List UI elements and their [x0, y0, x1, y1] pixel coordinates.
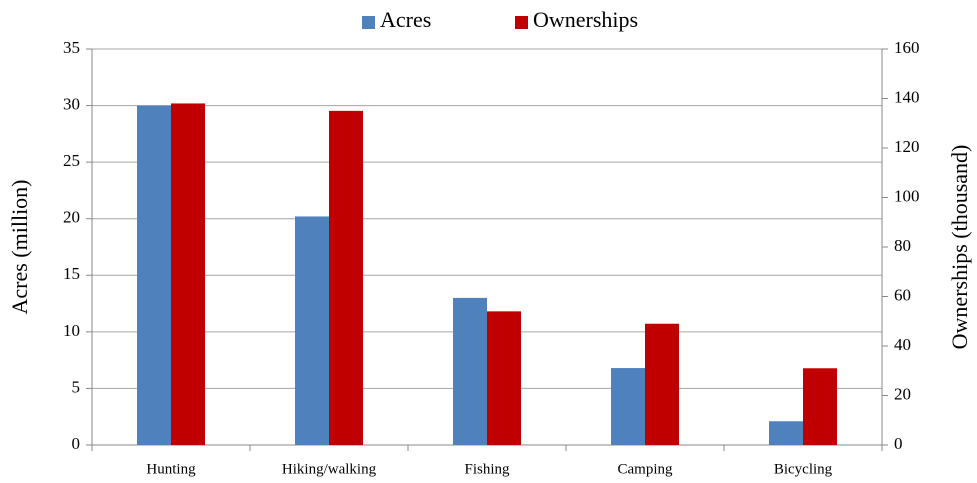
bar	[487, 311, 521, 445]
bar	[769, 421, 803, 445]
bar	[137, 105, 171, 446]
bar	[329, 110, 363, 445]
y-axis-title: Acres (million)	[7, 179, 32, 314]
legend-swatch	[515, 16, 528, 29]
y-tick-label: 25	[63, 151, 80, 170]
y2-tick-label: 40	[894, 335, 911, 354]
bar	[295, 216, 329, 445]
x-tick-label: Bicycling	[774, 461, 833, 477]
x-tick-label: Fishing	[464, 461, 510, 477]
bar	[171, 103, 205, 445]
y-tick-label: 30	[63, 94, 80, 113]
y-tick-label: 5	[72, 377, 81, 396]
y2-tick-label: 100	[894, 186, 920, 205]
y2-tick-label: 140	[894, 87, 920, 106]
y-tick-label: 35	[63, 38, 80, 57]
y-tick-label: 20	[63, 208, 80, 227]
y-tick-label: 15	[63, 264, 80, 283]
x-tick-label: Hunting	[146, 461, 196, 477]
x-tick-label: Hiking/walking	[282, 461, 377, 477]
y2-tick-label: 20	[894, 384, 911, 403]
x-tick-label: Camping	[618, 461, 673, 477]
legend-swatch	[362, 16, 375, 29]
bar	[803, 368, 837, 445]
y2-axis-title: Ownerships (thousand)	[947, 145, 972, 350]
y2-tick-label: 60	[894, 285, 911, 304]
y2-tick-label: 0	[894, 434, 903, 453]
bar	[645, 323, 679, 445]
y-tick-label: 10	[63, 321, 80, 340]
y-tick-label: 0	[72, 434, 81, 453]
legend-label: Acres	[380, 7, 431, 32]
bar	[611, 368, 645, 445]
y2-tick-label: 120	[894, 137, 920, 156]
legend-label: Ownerships	[533, 7, 638, 32]
y2-tick-label: 80	[894, 236, 911, 255]
bar	[453, 297, 487, 445]
y2-tick-label: 160	[894, 38, 920, 57]
